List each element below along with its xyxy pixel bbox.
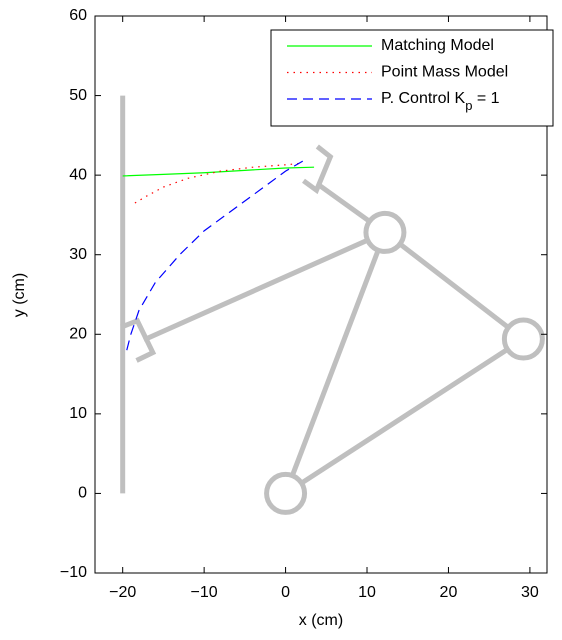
joint [264,471,308,515]
arm-link [120,317,157,363]
legend-label-part: = 1 [472,90,499,107]
arm-link [142,230,386,343]
arm-link [284,336,525,496]
x-axis-label: x (cm) [299,612,343,629]
x-tick-label: 0 [281,584,290,601]
y-tick-label: −10 [60,564,87,581]
x-tick-label: −20 [109,584,136,601]
y-tick-label: 40 [69,166,87,183]
x-tick-label: 20 [440,584,458,601]
legend: Matching Model Point Mass Model P. Control… [270,29,554,127]
y-axis-label: y (cm) [11,273,28,317]
legend-label-part: P. Control K [381,90,466,107]
joint [363,210,407,254]
arm-link [302,144,334,195]
x-tick-label: 30 [521,584,539,601]
legend-label-part: Point Mass Model [381,64,508,81]
joint [501,317,545,361]
legend-label-part: Matching Model [381,37,494,54]
x-tick-label: 10 [358,584,376,601]
y-tick-label: 0 [78,485,87,502]
y-tick-label: 60 [69,7,87,24]
x-tick-label: −10 [191,584,218,601]
legend-label: Point Mass Model [381,64,508,81]
series-line [126,158,307,351]
arm-link [383,230,525,342]
y-tick-label: 30 [69,246,87,263]
legend-label: Matching Model [381,37,494,54]
y-tick-label: 50 [69,87,87,104]
y-tick-label: 10 [69,405,87,422]
series-line [122,166,315,177]
legend-label-part: p [465,98,472,113]
axes-box [94,15,548,574]
arm-link [283,231,388,495]
y-tick-label: 20 [69,326,87,343]
legend-label: P. Control Kp = 1 [381,90,500,113]
